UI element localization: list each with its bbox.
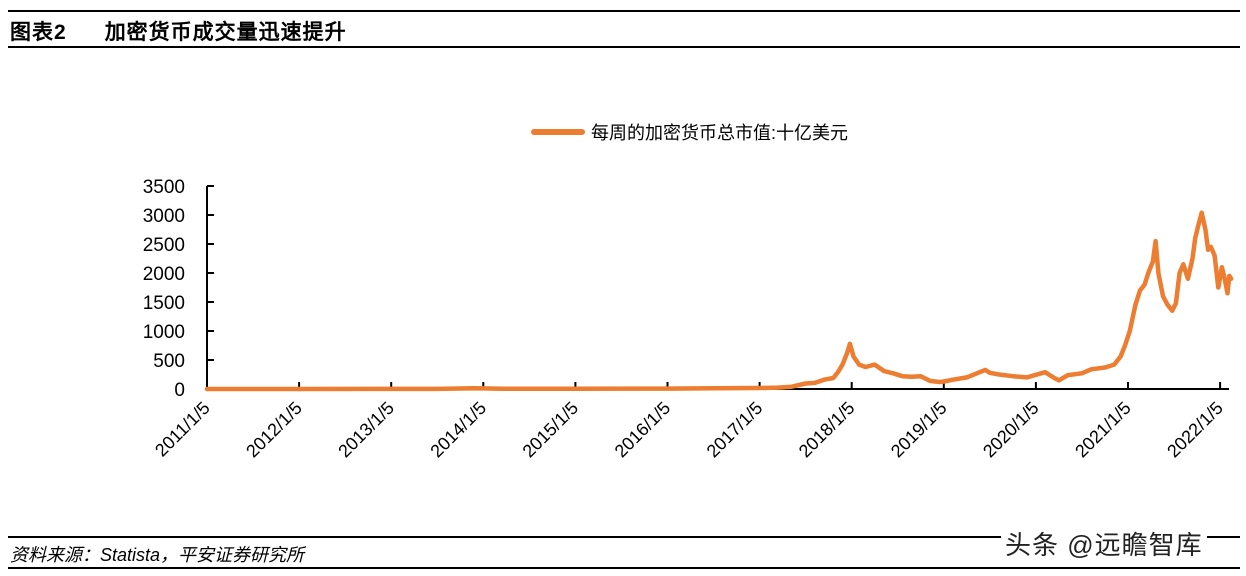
footer-bottom-rule: [8, 567, 1240, 569]
top-rule: [8, 10, 1240, 12]
title-underline: [8, 46, 1240, 48]
footer-top-rule: [8, 536, 1240, 538]
figure-title: 图表2 加密货币成交量迅速提升: [10, 16, 347, 46]
x-tick-label: 2013/1/5: [334, 398, 398, 462]
figure-number: 图表2: [10, 21, 67, 44]
x-tick-label: 2021/1/5: [1071, 398, 1135, 462]
legend-label: 每周的加密货币总市值:十亿美元: [591, 123, 848, 143]
x-tick-label: 2018/1/5: [795, 398, 859, 462]
watermark: 头条 @远瞻智库: [1001, 525, 1207, 562]
x-tick-label: 2011/1/5: [151, 398, 214, 461]
y-tick-label: 500: [153, 351, 185, 372]
legend-swatch: [531, 129, 585, 135]
source-note: 资料来源：Statista，平安证券研究所: [10, 545, 305, 565]
figure-title-text: 加密货币成交量迅速提升: [104, 21, 347, 44]
series-line-market-cap: [204, 210, 1234, 392]
y-tick-label: 0: [174, 380, 185, 401]
x-tick-label: 2019/1/5: [887, 398, 951, 462]
x-tick-label: 2020/1/5: [979, 398, 1043, 462]
x-tick-label: 2016/1/5: [611, 398, 675, 462]
y-tick-label: 2500: [143, 235, 185, 256]
y-tick-label: 3000: [143, 206, 185, 227]
chart-legend: 每周的加密货币总市值:十亿美元: [531, 119, 848, 145]
y-tick-label: 1500: [143, 293, 185, 314]
x-tick-label: 2017/1/5: [703, 398, 767, 462]
x-tick-label: 2014/1/5: [426, 398, 490, 462]
y-axis: 0 500 1000 1500 2000 2500 3000 3500: [143, 177, 214, 401]
x-axis: 2011/1/5 2012/1/5 2013/1/5 2014/1/5 2015/1/5…: [151, 382, 1229, 461]
y-tick-label: 3500: [143, 177, 185, 198]
x-tick-label: 2015/1/5: [519, 398, 583, 462]
y-tick-label: 1000: [143, 322, 185, 343]
x-tick-label: 2012/1/5: [242, 398, 306, 462]
y-tick-label: 2000: [143, 264, 185, 285]
x-tick-label: 2022/1/5: [1163, 398, 1227, 462]
